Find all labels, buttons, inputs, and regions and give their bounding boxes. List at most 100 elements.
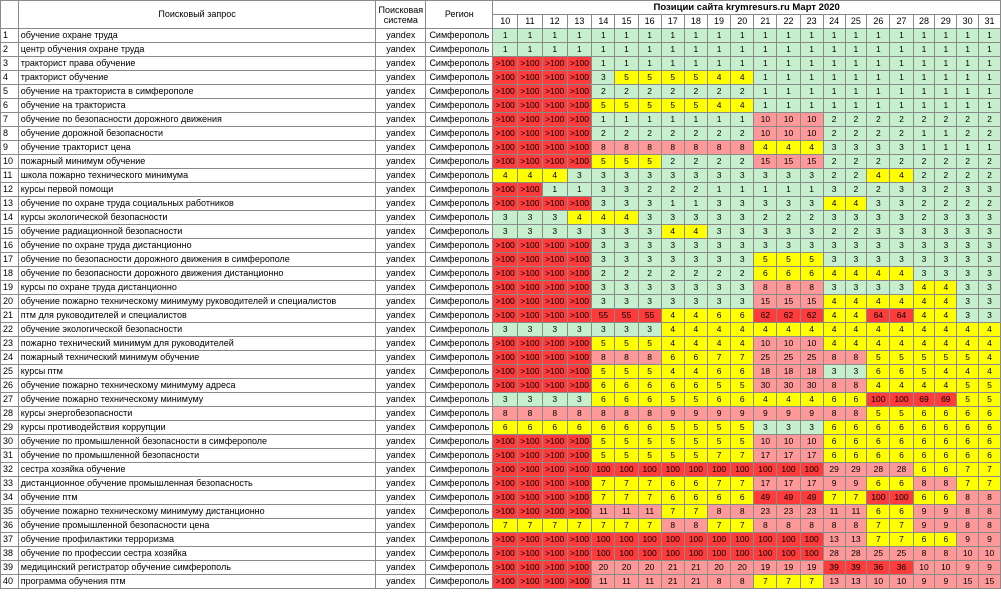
position-cell[interactable]: 1	[866, 70, 891, 85]
position-cell[interactable]: 8	[614, 406, 639, 421]
position-cell[interactable]: 6	[956, 420, 980, 435]
position-cell[interactable]: 11	[844, 504, 868, 519]
position-cell[interactable]: 6	[591, 378, 616, 393]
position-cell[interactable]: 3	[956, 294, 980, 309]
position-cell[interactable]: >100	[517, 560, 543, 575]
position-cell[interactable]: 4	[889, 336, 914, 351]
day-header[interactable]: 13	[566, 14, 593, 29]
position-cell[interactable]: 1	[978, 70, 1001, 85]
region-cell[interactable]: Симферополь	[425, 168, 494, 183]
position-cell[interactable]: 1	[730, 112, 755, 127]
position-cell[interactable]: 5	[614, 448, 639, 463]
position-cell[interactable]: 5	[637, 70, 662, 85]
position-cell[interactable]: 4	[799, 322, 824, 337]
day-header[interactable]: 20	[730, 14, 755, 29]
position-cell[interactable]: 1	[753, 70, 778, 85]
query-cell[interactable]: центр обучения охране труда	[17, 42, 377, 57]
row-number[interactable]: 32	[0, 462, 19, 477]
position-cell[interactable]: >100	[541, 434, 568, 449]
position-cell[interactable]: 5	[956, 392, 980, 407]
position-cell[interactable]: >100	[566, 574, 593, 589]
position-cell[interactable]: 3	[753, 224, 778, 239]
query-cell[interactable]: обучение по безопасности дорожного движе…	[17, 266, 377, 281]
position-cell[interactable]: 1	[730, 56, 755, 71]
position-cell[interactable]: 8	[637, 350, 662, 365]
position-cell[interactable]: 29	[822, 462, 846, 477]
position-cell[interactable]: 100	[660, 462, 685, 477]
position-cell[interactable]: 2	[956, 168, 980, 183]
position-cell[interactable]: 7	[706, 518, 732, 533]
position-cell[interactable]: 11	[591, 574, 616, 589]
engine-cell[interactable]: yandex	[375, 406, 427, 421]
position-cell[interactable]: 100	[591, 546, 616, 561]
position-cell[interactable]: 4	[956, 364, 980, 379]
region-cell[interactable]: Симферополь	[425, 406, 494, 421]
position-cell[interactable]: 100	[591, 462, 616, 477]
position-cell[interactable]: 69	[912, 392, 936, 407]
position-cell[interactable]: 4	[844, 294, 868, 309]
position-cell[interactable]: >100	[566, 364, 593, 379]
row-number[interactable]: 14	[0, 210, 19, 225]
position-cell[interactable]: 3	[730, 252, 755, 267]
position-cell[interactable]: 7	[799, 574, 824, 589]
position-cell[interactable]: 1	[753, 56, 778, 71]
position-cell[interactable]: 1	[683, 28, 708, 43]
position-cell[interactable]: 5	[706, 420, 732, 435]
position-cell[interactable]: 6	[934, 448, 958, 463]
position-cell[interactable]: 3	[591, 196, 616, 211]
position-cell[interactable]: >100	[566, 84, 593, 99]
position-cell[interactable]: 30	[799, 378, 824, 393]
position-cell[interactable]: 3	[614, 238, 639, 253]
position-cell[interactable]: >100	[541, 574, 568, 589]
position-cell[interactable]: 2	[934, 182, 958, 197]
position-cell[interactable]: 6	[866, 434, 891, 449]
query-cell[interactable]: пожарно технический минимум для руководи…	[17, 336, 377, 351]
position-cell[interactable]: 2	[934, 154, 958, 169]
position-cell[interactable]: >100	[517, 350, 543, 365]
position-cell[interactable]: 3	[660, 294, 685, 309]
position-cell[interactable]: 4	[822, 294, 846, 309]
engine-cell[interactable]: yandex	[375, 420, 427, 435]
position-cell[interactable]: 8	[822, 518, 846, 533]
position-cell[interactable]: >100	[566, 448, 593, 463]
row-number[interactable]: 19	[0, 280, 19, 295]
position-cell[interactable]: >100	[517, 336, 543, 351]
position-cell[interactable]: 100	[706, 546, 732, 561]
query-cell[interactable]: пожарный технический минимум обучение	[17, 350, 377, 365]
position-cell[interactable]: 4	[730, 336, 755, 351]
position-cell[interactable]: 1	[660, 42, 685, 57]
position-cell[interactable]: 3	[517, 224, 543, 239]
position-cell[interactable]: 7	[706, 448, 732, 463]
position-cell[interactable]: 2	[683, 266, 708, 281]
position-cell[interactable]: 8	[637, 406, 662, 421]
position-cell[interactable]: 1	[776, 42, 801, 57]
engine-cell[interactable]: yandex	[375, 574, 427, 589]
position-cell[interactable]: 6	[822, 448, 846, 463]
query-cell[interactable]: обучение на тракториста	[17, 98, 377, 113]
position-cell[interactable]: >100	[492, 266, 519, 281]
position-cell[interactable]: 4	[866, 336, 891, 351]
row-number[interactable]: 13	[0, 196, 19, 211]
position-cell[interactable]: 3	[706, 224, 732, 239]
position-cell[interactable]: 5	[683, 392, 708, 407]
position-cell[interactable]: >100	[492, 70, 519, 85]
position-cell[interactable]: 8	[591, 406, 616, 421]
position-cell[interactable]: 1	[776, 70, 801, 85]
position-cell[interactable]: 6	[934, 434, 958, 449]
position-cell[interactable]: 3	[822, 182, 846, 197]
position-cell[interactable]: 8	[706, 574, 732, 589]
position-cell[interactable]: 1	[822, 42, 846, 57]
position-cell[interactable]: 5	[591, 448, 616, 463]
position-cell[interactable]: 5	[660, 98, 685, 113]
position-cell[interactable]: 8	[912, 546, 936, 561]
position-cell[interactable]: >100	[566, 504, 593, 519]
position-cell[interactable]: 100	[799, 532, 824, 547]
position-cell[interactable]: 9	[844, 476, 868, 491]
position-cell[interactable]: >100	[566, 140, 593, 155]
position-cell[interactable]: 5	[978, 378, 1001, 393]
position-cell[interactable]: 6	[637, 378, 662, 393]
position-cell[interactable]: 3	[660, 238, 685, 253]
position-cell[interactable]: 4	[844, 196, 868, 211]
position-cell[interactable]: 1	[541, 42, 568, 57]
region-cell[interactable]: Симферополь	[425, 140, 494, 155]
